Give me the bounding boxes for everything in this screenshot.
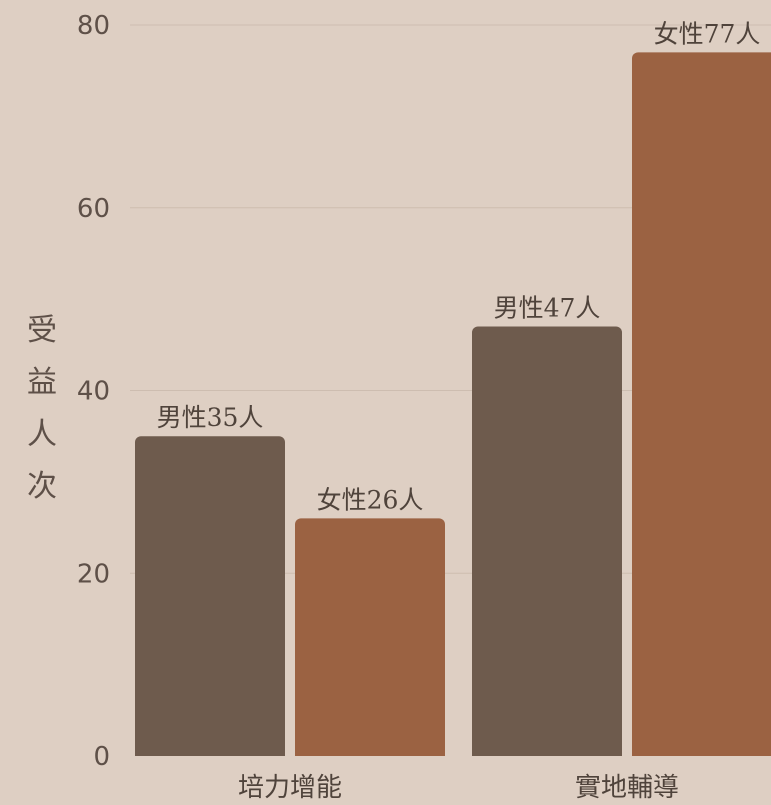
y-axis-label-char: 受 xyxy=(27,313,57,348)
bar-male-0 xyxy=(135,436,285,756)
x-category-label: 培力增能 xyxy=(238,773,342,803)
y-tick-label: 20 xyxy=(77,559,110,589)
x-category-label: 實地輔導 xyxy=(575,773,679,803)
bar-base-male-0 xyxy=(135,748,285,756)
x-axis-categories: 培力增能 實地輔導 xyxy=(238,773,679,803)
y-tick-label: 40 xyxy=(77,377,110,407)
bar-base-female-0 xyxy=(295,748,445,756)
bars xyxy=(135,52,771,756)
data-label-male-1: 男性47人 xyxy=(494,294,601,323)
y-tick-label: 0 xyxy=(93,742,110,772)
y-axis-label-char: 益 xyxy=(27,365,57,400)
bar-female-1 xyxy=(632,52,771,756)
y-axis-ticks: 0 20 40 60 80 xyxy=(77,11,110,772)
y-axis-label-char: 人 xyxy=(27,417,57,452)
bar-female-0 xyxy=(295,518,445,756)
data-label-female-0: 女性26人 xyxy=(317,485,424,514)
y-tick-label: 80 xyxy=(77,11,110,41)
y-axis-label-char: 次 xyxy=(27,469,57,504)
bar-male-1 xyxy=(472,326,622,756)
data-label-male-0: 男性35人 xyxy=(157,403,264,432)
data-label-female-1: 女性77人 xyxy=(654,19,761,48)
bar-base-female-1 xyxy=(632,748,771,756)
bar-base-male-1 xyxy=(472,748,622,756)
y-tick-label: 60 xyxy=(77,194,110,224)
